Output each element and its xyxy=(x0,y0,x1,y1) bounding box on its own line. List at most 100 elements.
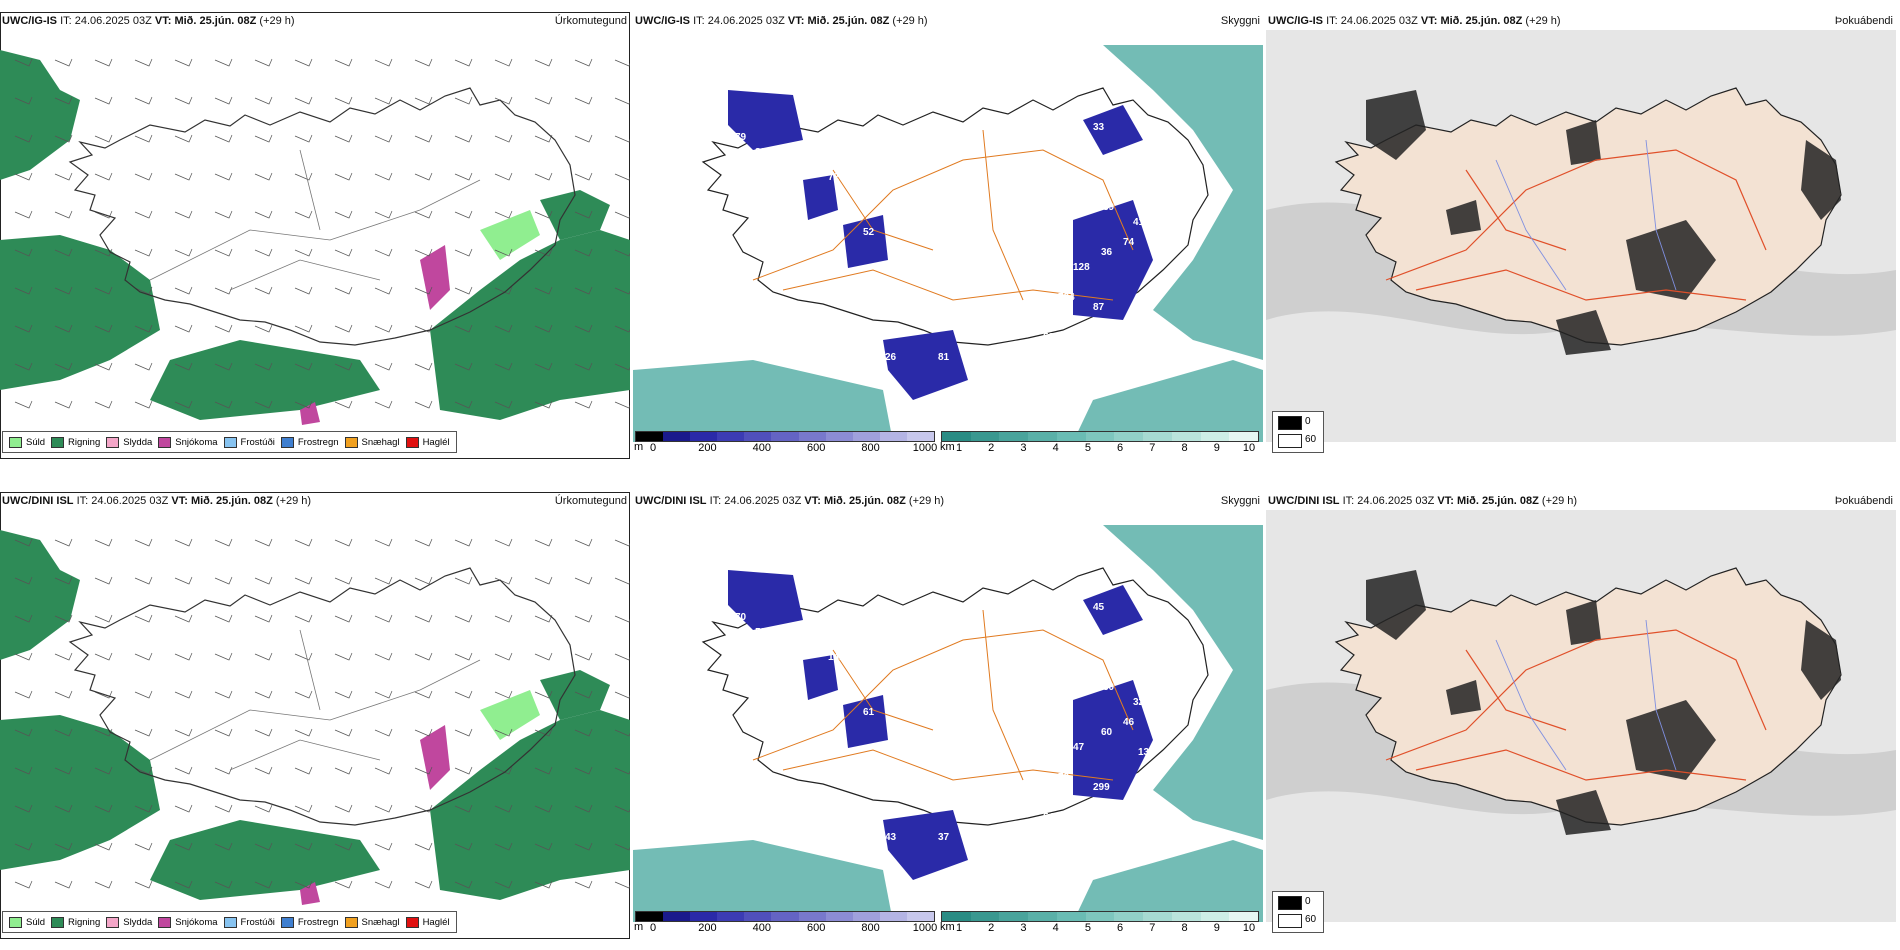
iceland-outline xyxy=(68,87,576,346)
wind-barb xyxy=(614,173,630,181)
legend-swatch xyxy=(9,436,22,448)
wind-barb xyxy=(454,58,473,67)
legend-label: Haglél xyxy=(422,916,450,928)
fog-legend-swatch xyxy=(1278,896,1302,910)
colorbar-segment xyxy=(1114,432,1144,441)
wind-barb xyxy=(414,766,433,775)
wind-barb xyxy=(14,614,33,623)
colorbar-tick-label: 800 xyxy=(861,922,880,934)
panel-title: Úrkomutegund xyxy=(554,15,627,27)
wind-barb xyxy=(374,172,393,181)
colorbar-segment xyxy=(717,912,745,921)
wind-barb xyxy=(174,248,193,257)
it-label: IT: xyxy=(1342,495,1355,507)
wind-barb xyxy=(454,400,473,409)
colorbar-segment xyxy=(942,912,971,921)
colorbar-segment xyxy=(879,912,907,921)
wind-barb xyxy=(214,690,233,699)
wind-barb xyxy=(54,286,73,295)
ceiling-value-label: 70 xyxy=(1058,772,1070,783)
fog-legend-swatch xyxy=(1278,914,1302,928)
wind-barb xyxy=(94,614,113,623)
wind-barb xyxy=(334,576,353,585)
wind-barb xyxy=(494,210,513,219)
fog-indicator-panel: UWC/IG-IS IT: 24.06.2025 03Z VT: Mið. 25… xyxy=(1266,12,1896,459)
wind-barb xyxy=(94,400,113,409)
wind-barb xyxy=(454,842,473,851)
colorbar-segment xyxy=(663,432,691,441)
low-ceiling-area xyxy=(728,90,803,150)
wind-barb xyxy=(454,210,473,219)
legend-label: Súld xyxy=(26,916,46,928)
visibility-colorbar: km 1 2 3 4 5 6 7 8 9 10 xyxy=(940,911,1259,934)
wind-barb xyxy=(134,880,153,889)
wind-barb xyxy=(254,362,273,371)
wind-barb xyxy=(374,58,393,67)
lead-time: (+29 h) xyxy=(275,495,312,507)
rain-area xyxy=(0,530,80,660)
wind-barb xyxy=(454,652,473,661)
wind-barb xyxy=(174,652,193,661)
fog-area xyxy=(1446,200,1481,235)
ceiling-value-label: 33 xyxy=(1093,122,1105,133)
ceiling-value-label: 70 xyxy=(735,612,747,623)
wind-barb xyxy=(94,880,113,889)
wind-barb xyxy=(574,248,593,257)
iceland-outline xyxy=(68,567,576,826)
lead-time: (+29 h) xyxy=(892,15,928,27)
fog-legend-swatch xyxy=(1278,434,1302,448)
rain-area xyxy=(0,50,80,180)
wind-barb xyxy=(534,804,553,813)
visibility-panel: UWC/DINI ISL IT: 24.06.2025 03Z VT: Mið.… xyxy=(633,492,1263,939)
it-label: IT: xyxy=(76,495,89,507)
ceiling-value-label: 704 xyxy=(1058,292,1075,303)
wind-barb xyxy=(494,58,513,67)
legend-swatch xyxy=(344,916,358,928)
colorbar-segment xyxy=(852,912,880,921)
legend-label: Frostúði xyxy=(240,436,275,448)
ceiling-value-label: 41 xyxy=(863,802,875,813)
wind-barb xyxy=(414,804,433,813)
wind-barb xyxy=(414,652,433,661)
wind-barb xyxy=(14,880,33,889)
wind-barb xyxy=(494,842,513,851)
ceiling-value-label: 46 xyxy=(1123,717,1135,728)
colorbar-segment xyxy=(1143,432,1172,441)
wind-barb xyxy=(534,248,553,257)
ceiling-value-label: 61 xyxy=(863,707,875,718)
ceiling-value-label: 60 xyxy=(918,317,930,328)
wind-barb xyxy=(94,286,113,295)
drizzle-area xyxy=(480,210,540,260)
wind-barb xyxy=(374,400,393,409)
legend-swatch xyxy=(223,916,237,928)
ceiling-value-label: 82 xyxy=(755,147,767,158)
roads xyxy=(149,149,481,291)
wind-barb xyxy=(534,96,553,105)
wind-barb xyxy=(534,362,553,371)
low-visibility-area xyxy=(633,360,893,442)
legend-swatch xyxy=(9,916,22,928)
wind-barb xyxy=(94,766,113,775)
rain-area xyxy=(150,340,380,420)
roads xyxy=(752,129,1134,301)
colorbar-tick-label: 4 xyxy=(1052,922,1059,934)
lead-time: (+29 h) xyxy=(1525,15,1561,27)
ceiling-value-label: 132 xyxy=(1138,747,1155,758)
wind-barb xyxy=(534,652,553,661)
wind-barb xyxy=(534,400,553,409)
fog-area xyxy=(1446,680,1481,715)
wind-barb xyxy=(254,880,273,889)
lead-time: (+29 h) xyxy=(1541,495,1578,507)
ceiling-value-label: 39 xyxy=(1103,202,1115,213)
wind-barb xyxy=(334,842,353,851)
colorbar-segment xyxy=(1229,432,1259,441)
ceiling-colorbar: m 0 200 400 600 800 1000 xyxy=(634,431,937,454)
ceiling-value-label: 142 xyxy=(828,652,845,663)
roads xyxy=(149,629,481,771)
legend-swatch xyxy=(405,436,419,448)
colorbar-segment xyxy=(906,912,935,921)
wind-barb xyxy=(454,614,473,623)
fog-legend-value: 0 xyxy=(1305,896,1311,907)
wind-barb xyxy=(374,210,393,219)
wind-barb xyxy=(454,172,473,181)
